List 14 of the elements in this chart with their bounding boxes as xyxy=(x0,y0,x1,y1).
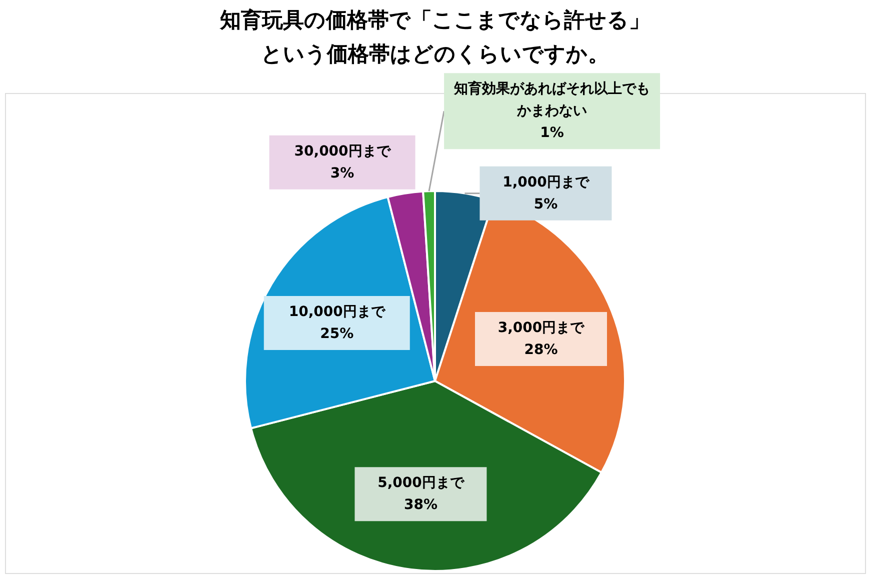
slice-label: 3,000円まで xyxy=(498,320,586,336)
data-label: 28% xyxy=(524,342,558,358)
slice-label: 30,000円まで xyxy=(294,143,392,160)
data-label: 1% xyxy=(540,125,564,142)
data-label: 25% xyxy=(320,326,354,342)
data-label: 5% xyxy=(534,196,558,212)
slice-label: 1,000円まで xyxy=(502,174,590,190)
text: 知育玩具の価格帯で「ここまでなら許せる」 xyxy=(220,8,650,32)
slice-label: 10,000円まで xyxy=(288,304,386,320)
data-label: 3% xyxy=(330,165,354,182)
text: という価格帯はどのくらいですか。 xyxy=(261,42,609,66)
slice-label: 知育効果があればそれ以上でもかまわない xyxy=(453,80,650,120)
slice-label: 5,000円まで xyxy=(378,475,465,492)
data-label: 38% xyxy=(404,497,438,514)
